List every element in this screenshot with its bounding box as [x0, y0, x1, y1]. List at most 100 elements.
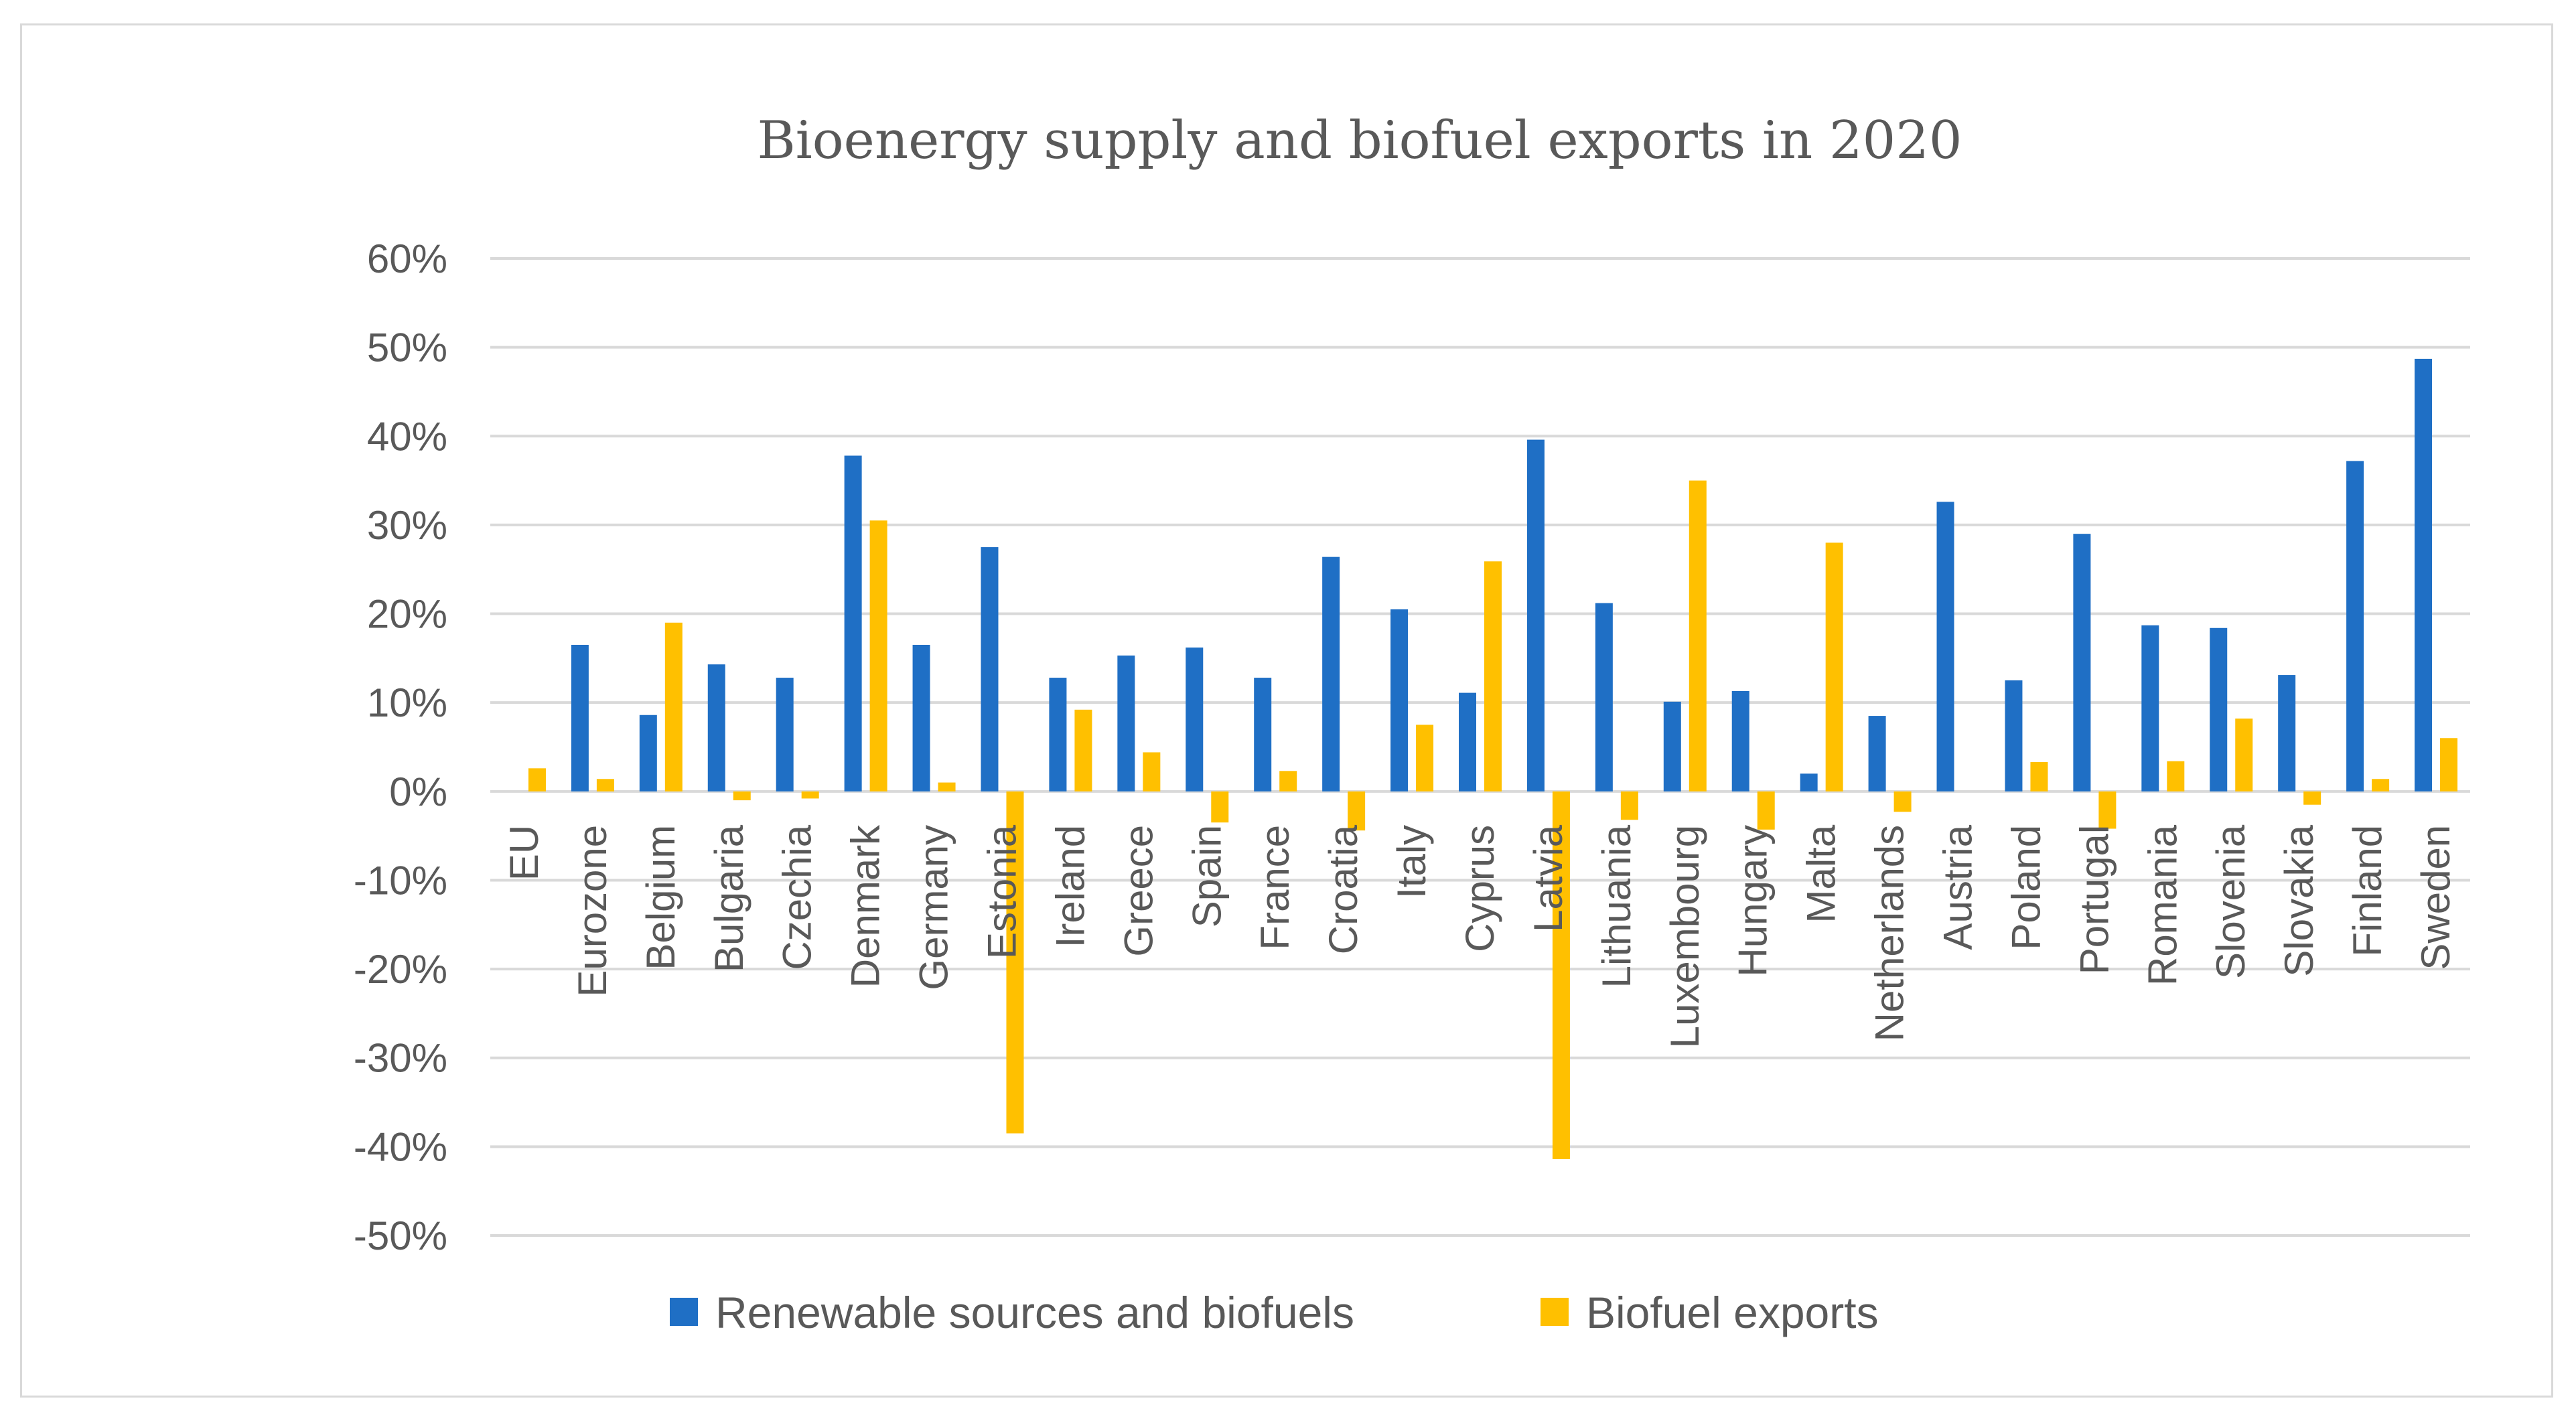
bar-biofuel-exports-romania: [2167, 761, 2185, 792]
x-tick-label: Greece: [1116, 825, 1161, 957]
bar-biofuel-exports-sweden: [2440, 738, 2458, 792]
bar-renewables-spain: [1186, 647, 1204, 792]
x-tick-label: France: [1253, 825, 1297, 950]
x-tick-label: Malta: [1799, 824, 1844, 923]
bar-renewables-czechia: [776, 678, 794, 792]
x-tick-label: Netherlands: [1867, 825, 1912, 1042]
bar-biofuel-exports-portugal: [2098, 791, 2117, 829]
bar-renewables-malta: [1800, 773, 1818, 792]
bar-biofuel-exports-belgium: [664, 622, 683, 792]
x-tick-label: Italy: [1389, 825, 1434, 899]
bar-renewables-lithuania: [1595, 603, 1613, 792]
bar-biofuel-exports-greece: [1143, 752, 1161, 792]
x-tick-label: Hungary: [1731, 825, 1776, 977]
y-tick-label: -30%: [354, 1036, 447, 1081]
bar-renewables-austria: [1936, 502, 1954, 792]
bar-biofuel-exports-germany: [938, 782, 956, 792]
bar-biofuel-exports-poland: [2030, 762, 2048, 792]
x-tick-label: Latvia: [1526, 824, 1571, 932]
x-tick-label: Croatia: [1321, 824, 1366, 954]
y-tick-label: 20%: [367, 592, 447, 637]
legend-label-renewables: Renewable sources and biofuels: [715, 1288, 1354, 1337]
bar-renewables-italy: [1390, 609, 1409, 792]
bar-biofuel-exports-netherlands: [1893, 791, 1912, 812]
bars: [528, 358, 2458, 1159]
bar-renewables-cyprus: [1459, 692, 1476, 792]
bar-biofuel-exports-slovenia: [2235, 719, 2253, 792]
y-tick-label: 50%: [367, 325, 447, 370]
bar-renewables-belgium: [639, 715, 657, 792]
x-tick-label: Slovakia: [2277, 824, 2321, 976]
bar-biofuel-exports-italy: [1416, 725, 1434, 792]
bar-renewables-denmark: [844, 455, 862, 792]
x-tick-label: Ireland: [1048, 825, 1092, 948]
bar-biofuel-exports-eurozone: [596, 779, 614, 792]
x-tick-label: Finland: [2345, 825, 2390, 957]
bar-biofuel-exports-latvia: [1552, 791, 1570, 1159]
legend-swatch-biofuel-exports: [1541, 1298, 1569, 1326]
bar-renewables-portugal: [2073, 534, 2091, 792]
bar-renewables-netherlands: [1868, 716, 1886, 792]
bar-renewables-bulgaria: [707, 664, 725, 792]
bar-biofuel-exports-lithuania: [1620, 791, 1638, 820]
bar-biofuel-exports-ireland: [1074, 709, 1092, 792]
y-tick-label: 0%: [389, 769, 447, 814]
bar-biofuel-exports-estonia: [1006, 791, 1024, 1134]
bar-biofuel-exports-croatia: [1348, 791, 1366, 831]
y-tick-label: 40%: [367, 414, 447, 459]
bar-biofuel-exports-bulgaria: [733, 791, 751, 801]
bar-biofuel-exports-malta: [1825, 542, 1843, 792]
y-tick-label: 60%: [367, 236, 447, 281]
y-tick-label: -20%: [354, 947, 447, 992]
y-tick-label: 10%: [367, 680, 447, 725]
x-tick-label: Luxembourg: [1662, 825, 1707, 1049]
x-tick-label: Belgium: [638, 825, 683, 970]
x-axis-ticks: EU Eurozone Belgium Bulgaria Czechia Denmark G…: [502, 824, 2458, 1049]
bar-renewables-hungary: [1731, 690, 1749, 792]
x-tick-label: Spain: [1184, 825, 1229, 927]
bar-biofuel-exports-denmark: [869, 520, 887, 792]
x-tick-label: Czechia: [775, 824, 820, 970]
bar-renewables-germany: [912, 644, 930, 792]
y-tick-label: -10%: [354, 858, 447, 903]
legend-swatch-renewables: [670, 1298, 698, 1326]
x-tick-label: Sweden: [2413, 825, 2458, 970]
bar-biofuel-exports-france: [1279, 771, 1297, 792]
bar-renewables-ireland: [1049, 678, 1067, 792]
x-tick-label: Bulgaria: [707, 824, 752, 972]
bar-renewables-luxembourg: [1663, 701, 1681, 792]
y-axis-ticks: 60% 50% 40% 30% 20% 10% 0% -10% -20% -30% -40% -50%: [354, 236, 447, 1258]
bar-renewables-latvia: [1526, 439, 1545, 792]
x-tick-label: Portugal: [2072, 825, 2117, 974]
bar-renewables-sweden: [2415, 358, 2433, 792]
x-tick-label: Estonia: [979, 824, 1024, 959]
legend: Renewable sources and biofuels Biofuel e…: [670, 1288, 1879, 1337]
x-tick-label: Denmark: [843, 824, 888, 988]
legend-label-biofuel-exports: Biofuel exports: [1586, 1288, 1879, 1337]
bar-biofuel-exports-czechia: [801, 791, 819, 799]
bar-renewables-france: [1254, 678, 1272, 792]
x-tick-label: Slovenia: [2208, 824, 2253, 979]
bar-biofuel-exports-cyprus: [1484, 561, 1502, 792]
bar-renewables-croatia: [1322, 556, 1340, 792]
x-tick-label: Eurozone: [570, 825, 615, 997]
bar-biofuel-exports-slovakia: [2303, 791, 2321, 805]
bar-biofuel-exports-hungary: [1757, 791, 1775, 830]
x-tick-label: Germany: [912, 825, 956, 990]
bar-renewables-romania: [2141, 625, 2159, 792]
y-tick-label: 30%: [367, 503, 447, 548]
x-tick-label: Cyprus: [1457, 825, 1502, 952]
bar-renewables-eurozone: [571, 644, 589, 792]
x-tick-label: Austria: [1936, 824, 1981, 950]
x-tick-label: Romania: [2140, 824, 2185, 986]
x-tick-label: EU: [502, 825, 547, 881]
bar-biofuel-exports-finland: [2372, 779, 2390, 792]
bar-renewables-greece: [1117, 655, 1135, 792]
bar-renewables-estonia: [981, 547, 999, 792]
y-tick-label: -50%: [354, 1213, 447, 1258]
y-tick-label: -40%: [354, 1124, 447, 1169]
chart-frame: [20, 23, 2553, 1398]
x-tick-label: Poland: [2003, 825, 2048, 950]
x-tick-label: Lithuania: [1594, 824, 1639, 988]
